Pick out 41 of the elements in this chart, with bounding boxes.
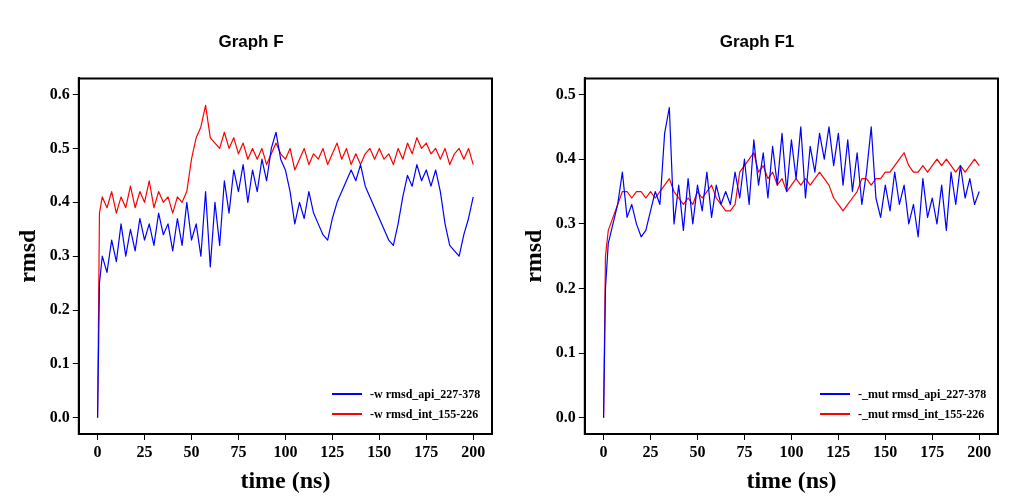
x-axis-title: time (ns) xyxy=(240,466,331,493)
y-tick-label: 0.3 xyxy=(555,214,576,232)
x-tick-label: 100 xyxy=(273,442,298,460)
x-tick-label: 50 xyxy=(183,442,200,460)
legend-label: -w rmsd_int_155-226 xyxy=(370,406,479,422)
legend-label: -_mut rmsd_api_227-378 xyxy=(858,386,987,402)
y-tick-label: 0.4 xyxy=(49,192,70,210)
chart-title: Graph F1 xyxy=(719,31,795,51)
x-tick-label: 75 xyxy=(230,442,247,460)
y-tick-label: 0.4 xyxy=(555,149,576,167)
x-tick-label: 25 xyxy=(642,442,659,460)
y-tick-label: 0.0 xyxy=(49,407,70,425)
x-tick-label: 200 xyxy=(967,442,992,460)
chart-title: Graph F xyxy=(218,31,284,51)
x-tick-label: 150 xyxy=(873,442,898,460)
y-tick-label: 0.5 xyxy=(555,84,576,102)
y-tick-label: 0.1 xyxy=(555,343,576,361)
y-tick-label: 0.2 xyxy=(49,300,70,318)
x-tick-label: 150 xyxy=(367,442,392,460)
y-tick-label: 0.0 xyxy=(555,407,576,425)
y-axis-title: rmsd xyxy=(13,228,40,283)
y-tick-label: 0.6 xyxy=(49,84,70,102)
x-tick-label: 175 xyxy=(920,442,945,460)
y-tick-label: 0.5 xyxy=(49,138,70,156)
x-tick-label: 0 xyxy=(93,442,102,460)
x-tick-label: 125 xyxy=(826,442,851,460)
y-axis-title: rmsd xyxy=(519,228,546,283)
x-tick-label: 75 xyxy=(736,442,753,460)
x-axis-title: time (ns) xyxy=(746,466,837,493)
legend-label: -w rmsd_api_227-378 xyxy=(370,386,481,402)
x-tick-label: 100 xyxy=(779,442,804,460)
x-tick-label: 0 xyxy=(599,442,608,460)
legend-label: -_mut rmsd_int_155-226 xyxy=(858,406,985,422)
y-tick-label: 0.3 xyxy=(49,246,70,264)
y-tick-label: 0.1 xyxy=(49,354,70,372)
x-tick-label: 25 xyxy=(136,442,153,460)
x-tick-label: 200 xyxy=(461,442,486,460)
x-tick-label: 175 xyxy=(414,442,439,460)
x-tick-label: 50 xyxy=(689,442,706,460)
x-tick-label: 125 xyxy=(320,442,345,460)
y-tick-label: 0.2 xyxy=(555,278,576,296)
